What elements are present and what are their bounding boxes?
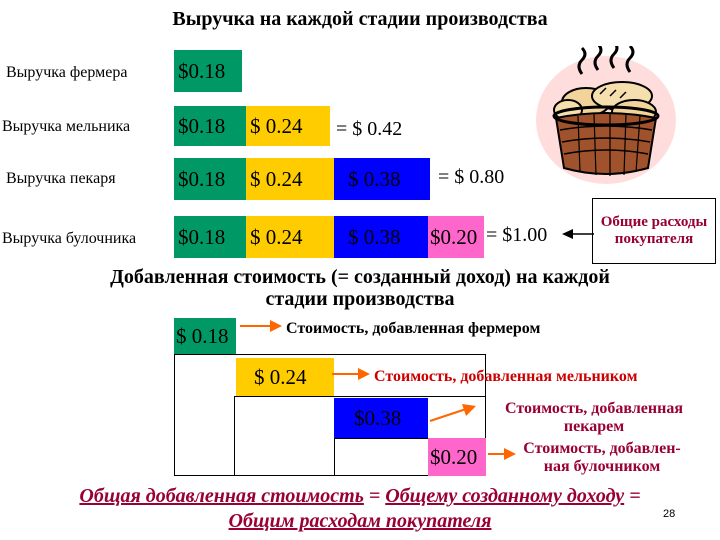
row-label-baker: Выручка пекаря bbox=[6, 170, 116, 187]
arrow-seller-icon bbox=[488, 448, 516, 460]
row3-baker-box: $ 0.38 bbox=[334, 158, 430, 200]
row2-miller-box: $ 0.24 bbox=[246, 106, 330, 146]
footer-total-income: Общему созданному доходу bbox=[385, 485, 625, 507]
va-miller-box: $ 0.24 bbox=[236, 358, 334, 396]
row4-miller-box: $ 0.24 bbox=[246, 216, 334, 258]
row-label-miller: Выручка мельника bbox=[2, 118, 131, 135]
bread-basket-icon bbox=[536, 46, 676, 184]
row4-farmer-box: $0.18 bbox=[174, 216, 246, 258]
va-seller-box: $0.20 bbox=[428, 438, 486, 476]
callout-arrow-icon bbox=[562, 229, 594, 239]
row3-farmer-box: $0.18 bbox=[174, 158, 246, 200]
row3-total: = $ 0.80 bbox=[438, 166, 505, 188]
footer-total-value-added: Общая добавленная стоимость bbox=[79, 485, 364, 507]
arrow-farmer-icon bbox=[240, 320, 282, 332]
footer-equals-2: = bbox=[624, 485, 641, 507]
footer-equals-1: = bbox=[363, 485, 386, 507]
footer-equation: Общая добавленная стоимость = Общему соз… bbox=[0, 484, 720, 534]
slide-title: Выручка на каждой стадии производства bbox=[172, 8, 548, 30]
footer-total-spending: Общим расходам покупателя bbox=[228, 510, 492, 532]
va-farmer-label: Стоимость, добавленная фермером bbox=[286, 320, 541, 337]
slide-number: 28 bbox=[663, 508, 676, 520]
va-baker-label: Стоимость, добавленная пекарем bbox=[504, 400, 683, 435]
row4-baker-box: $ 0.38 bbox=[334, 216, 428, 258]
row4-total: = $1.00 bbox=[486, 224, 548, 246]
va-baker-box: $0.38 bbox=[334, 398, 428, 438]
arrow-miller-icon bbox=[332, 368, 370, 380]
row-label-farmer: Выручка фермера bbox=[6, 64, 128, 81]
row1-farmer-box: $0.18 bbox=[174, 50, 242, 92]
row4-seller-box: $0.20 bbox=[428, 216, 484, 258]
value-added-title: Добавленная стоимость (= созданный доход… bbox=[110, 266, 610, 310]
va-farmer-box: $ 0.18 bbox=[174, 318, 236, 354]
row2-total: = $ 0.42 bbox=[336, 118, 403, 140]
va-seller-label: Стоимость, добавлен-ная булочником bbox=[523, 440, 681, 475]
row3-miller-box: $ 0.24 bbox=[246, 158, 334, 200]
buyer-spending-callout: Общие расходы покупателя bbox=[592, 198, 716, 264]
va-miller-label: Стоимость, добавленная мельником bbox=[374, 368, 638, 385]
row2-farmer-box: $0.18 bbox=[174, 106, 246, 146]
arrow-baker-icon bbox=[429, 404, 476, 422]
row-label-seller: Выручка булочника bbox=[2, 230, 137, 247]
